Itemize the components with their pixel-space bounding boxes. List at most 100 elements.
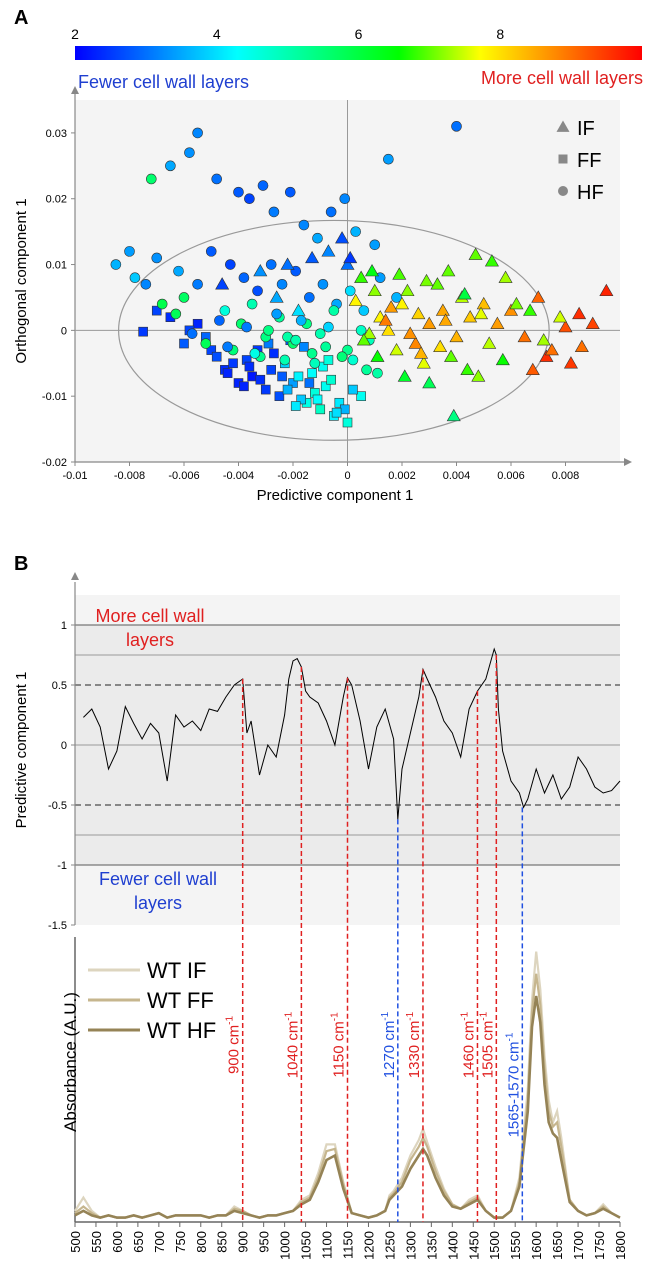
scatter-point-ff: [331, 407, 342, 418]
scatter-point-if: [476, 296, 491, 310]
x-tick-label: 0.004: [443, 470, 471, 482]
y-tick-label: 0.03: [46, 128, 67, 140]
scatter-point-hf: [173, 265, 184, 277]
scatter-point-ff: [323, 355, 334, 365]
scatter-point-if: [416, 356, 431, 369]
band-label: 1270 cm-1: [380, 1011, 398, 1078]
scatter-point-if: [367, 283, 382, 297]
scatter-point-hf: [361, 364, 372, 376]
scatter-point-hf: [222, 341, 233, 353]
scatter-x-axis-label: Predictive component 1: [257, 487, 414, 504]
scatter-point-if: [449, 329, 464, 343]
x-axis-arrow: [624, 458, 632, 466]
scatter-point-if: [585, 316, 600, 329]
scatter-point-ff: [315, 404, 326, 415]
spectra-legend: WT IF WT FF WT HF: [88, 958, 216, 1043]
scatter-point-if: [463, 310, 478, 323]
scatter-point-hf: [246, 298, 258, 310]
spectra-x-tick-label: 900: [236, 1231, 251, 1253]
scatter-point-if: [335, 231, 350, 244]
scatter-point-if: [553, 310, 568, 323]
spectrum-wt-hf: [74, 995, 621, 1219]
spectra-x-tick-label: 1000: [278, 1231, 293, 1260]
scatter-point-hf: [225, 259, 236, 270]
spectra-x-tick-label: 850: [215, 1231, 230, 1253]
scatter-point-ff: [293, 371, 304, 382]
scatter-point-if: [474, 306, 489, 320]
scatter-point-hf: [192, 127, 203, 139]
scatter-point-if: [419, 273, 434, 287]
scatter-point-hf: [184, 147, 195, 158]
scatter-point-if: [444, 349, 459, 362]
scatter-point-if: [599, 283, 614, 297]
scatter-point-if: [305, 250, 320, 264]
scatter-point-if: [572, 306, 587, 320]
scatter-point-ff: [288, 378, 298, 388]
scatter-point-if: [215, 277, 230, 290]
confidence-ellipse: [118, 219, 550, 441]
spectra-x-tick-label: 1600: [529, 1231, 544, 1260]
spectra-x-tick-label: 1100: [320, 1231, 335, 1259]
x-tick-label: -0.004: [223, 470, 254, 482]
scatter-point-hf: [211, 173, 222, 185]
loading-reference-lines: [75, 624, 620, 866]
scatter-point-if: [392, 267, 407, 280]
scatter-point-hf: [265, 259, 277, 270]
scatter-point-ff: [138, 326, 148, 337]
scatter-point-hf: [156, 298, 168, 310]
scatter-point-if: [490, 316, 505, 329]
scatter-point-hf: [451, 121, 462, 132]
scatter-point-if: [558, 319, 573, 333]
scatter-point-ff: [307, 368, 317, 378]
scatter-point-hf: [369, 239, 381, 251]
scatter-point-ff: [339, 404, 350, 415]
scatter-point-ff: [266, 365, 277, 375]
scatter-point-hf: [355, 325, 367, 336]
scatter-point-if: [269, 290, 284, 303]
y-axis-arrow: [71, 86, 79, 94]
spectra-x-tick-label: 1800: [613, 1231, 628, 1260]
spectra-x-tick-label: 650: [131, 1231, 146, 1253]
scatter-point-if: [563, 356, 578, 369]
scatter-point-hf: [315, 88, 325, 98]
spectra-x-tick-label: 1350: [424, 1231, 439, 1260]
scatter-point-if: [531, 290, 546, 303]
fewer-layers-label: Fewer cell wall layers: [78, 72, 249, 92]
scatter-point-hf: [241, 321, 252, 333]
scatter-point-hf: [328, 305, 340, 316]
spectra-x-tick-label: 800: [194, 1231, 209, 1253]
scatter-point-if: [414, 346, 429, 359]
scatter-point-hf: [344, 285, 356, 297]
scatter-point-if: [422, 316, 437, 329]
loading-y-tick-label: 0.5: [52, 680, 67, 692]
scatter-point-ff: [304, 378, 315, 388]
scatter-point-hf: [298, 219, 310, 231]
scatter-point-ff: [255, 374, 266, 385]
scatter-point-hf: [358, 305, 370, 316]
scatter-point-hf: [178, 292, 190, 303]
scatter-point-ff: [290, 401, 301, 411]
spectra-x-tick-label: 1650: [550, 1231, 565, 1260]
band-label: 1040 cm-1: [283, 1011, 301, 1078]
scatter-point-hf: [339, 193, 351, 205]
scatter-point-if: [438, 313, 453, 326]
scatter-point-if: [495, 352, 510, 366]
scatter-point-ff: [211, 351, 222, 362]
scatter-point-if: [408, 336, 423, 349]
scatter-point-hf: [244, 193, 255, 205]
band-label: 1505 cm-1: [478, 1011, 496, 1078]
scatter-point-hf: [309, 357, 321, 369]
spectra-x-ticks: 500 550 600 650 700 750 800 850 900 950 1000 1050 11…: [68, 1222, 628, 1260]
scatter-point-if: [525, 362, 540, 376]
spectra-x-tick-label: 750: [173, 1231, 188, 1253]
scatter-point-hf: [140, 278, 152, 290]
scatter-point-if: [503, 303, 519, 316]
scatter-point-if: [291, 303, 306, 316]
scatter-point-if: [433, 339, 448, 352]
legend-label: WT HF: [147, 1018, 216, 1043]
spectra-x-tick-label: 1550: [508, 1231, 523, 1260]
scatter-point-ff: [228, 358, 238, 369]
spectra-x-tick-label: 1700: [571, 1231, 586, 1260]
scatter-point-if: [280, 257, 295, 270]
scatter-point-if: [523, 303, 538, 316]
